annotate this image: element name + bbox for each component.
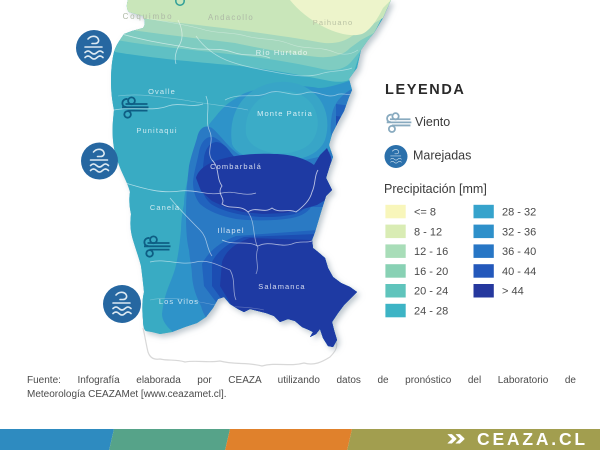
svg-text:Andacollo: Andacollo	[208, 13, 254, 22]
svg-text:20 - 24: 20 - 24	[414, 286, 448, 298]
svg-text:Illapel: Illapel	[217, 226, 244, 235]
svg-text:Viento: Viento	[415, 115, 450, 129]
svg-text:LEYENDA: LEYENDA	[385, 82, 466, 98]
svg-text:Combarbalá: Combarbalá	[210, 162, 262, 171]
svg-text:40 - 44: 40 - 44	[502, 266, 536, 278]
svg-text:Punitaqui: Punitaqui	[136, 126, 177, 135]
svg-text:<= 8: <= 8	[414, 207, 436, 219]
svg-text:Monte Patria: Monte Patria	[257, 109, 313, 118]
svg-text:16 - 20: 16 - 20	[414, 266, 448, 278]
svg-text:36 - 40: 36 - 40	[502, 246, 536, 258]
svg-text:8 - 12: 8 - 12	[414, 226, 442, 238]
svg-text:12 - 16: 12 - 16	[414, 246, 448, 258]
svg-text:> 44: > 44	[502, 286, 524, 298]
svg-text:24 - 28: 24 - 28	[414, 306, 448, 318]
svg-text:Coquimbo: Coquimbo	[123, 12, 174, 21]
svg-text:Río Hurtado: Río Hurtado	[256, 48, 309, 57]
svg-text:Precipitación [mm]: Precipitación [mm]	[384, 182, 487, 196]
svg-text:28 - 32: 28 - 32	[502, 207, 536, 219]
svg-text:Canela: Canela	[150, 203, 180, 212]
svg-text:Ovalle: Ovalle	[148, 87, 176, 96]
svg-text:Salamanca: Salamanca	[258, 282, 305, 291]
svg-text:Paihuano: Paihuano	[313, 18, 354, 27]
svg-text:32 - 36: 32 - 36	[502, 226, 536, 238]
svg-text:Los Vilos: Los Vilos	[159, 297, 199, 306]
svg-text:Marejadas: Marejadas	[413, 149, 471, 163]
